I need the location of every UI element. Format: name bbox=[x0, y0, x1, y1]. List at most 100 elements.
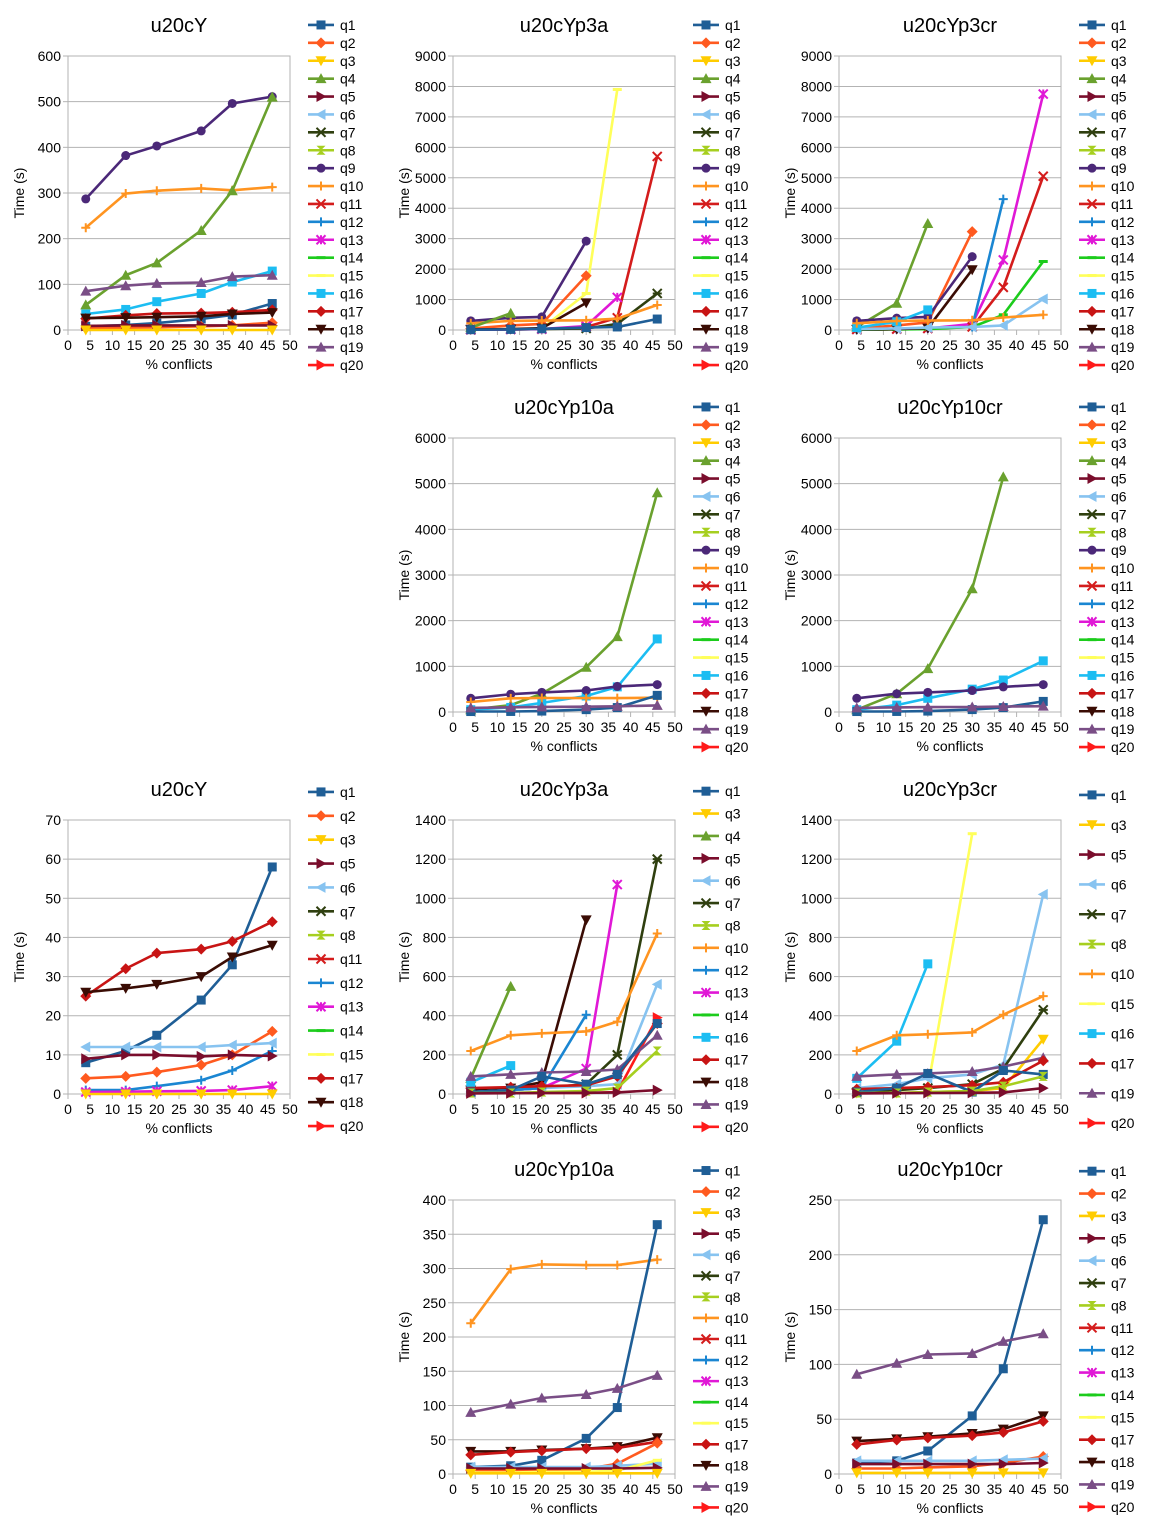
legend-label: q12 bbox=[725, 214, 749, 230]
legend-marker bbox=[701, 181, 711, 191]
data-point bbox=[121, 188, 131, 198]
y-tick-label: 4000 bbox=[415, 200, 446, 216]
legend-item-q8: q8 bbox=[1079, 142, 1127, 158]
legend-label: q1 bbox=[725, 783, 741, 799]
legend-item-q14: q14 bbox=[693, 1394, 749, 1410]
data-point bbox=[537, 1071, 547, 1081]
legend-item-q5: q5 bbox=[693, 89, 741, 105]
data-point bbox=[891, 701, 903, 712]
y-tick-label: 800 bbox=[809, 929, 833, 945]
legend-item-q8: q8 bbox=[1079, 1297, 1127, 1313]
legend-label: q8 bbox=[1111, 1297, 1127, 1313]
x-tick-label: 15 bbox=[898, 1481, 914, 1497]
data-point bbox=[266, 916, 278, 928]
y-tick-label: 0 bbox=[438, 1466, 446, 1482]
legend-label: q14 bbox=[340, 1023, 364, 1039]
data-point bbox=[266, 269, 278, 280]
data-point bbox=[998, 1010, 1008, 1020]
data-point bbox=[922, 322, 933, 334]
x-tick-label: 25 bbox=[942, 1481, 958, 1497]
y-axis-label: Time (s) bbox=[782, 550, 798, 601]
legend-marker bbox=[1086, 234, 1098, 245]
legend-marker bbox=[701, 943, 711, 953]
data-point bbox=[612, 1017, 622, 1027]
series-q16 bbox=[466, 1061, 516, 1087]
data-point bbox=[892, 689, 902, 699]
data-point bbox=[195, 224, 207, 235]
legend-marker bbox=[1086, 56, 1098, 67]
legend-label: q17 bbox=[725, 685, 749, 701]
legend-item-q4: q4 bbox=[1079, 453, 1127, 469]
legend-item-q2: q2 bbox=[693, 35, 741, 51]
x-axis-label: % conflicts bbox=[531, 1120, 598, 1136]
legend-marker bbox=[1086, 455, 1098, 466]
series-q4 bbox=[80, 91, 278, 310]
data-point bbox=[537, 316, 547, 326]
legend-item-q7: q7 bbox=[1079, 1275, 1127, 1291]
legend-marker bbox=[1087, 1117, 1098, 1129]
legend-label: q20 bbox=[1111, 1115, 1135, 1131]
legend-item-q5: q5 bbox=[693, 471, 741, 487]
legend-item-q8: q8 bbox=[693, 142, 741, 158]
legend-label: q13 bbox=[725, 232, 749, 248]
x-tick-label: 30 bbox=[578, 1481, 594, 1497]
series-q16 bbox=[852, 959, 933, 1083]
legend-label: q12 bbox=[725, 1352, 749, 1368]
legend-item-q13: q13 bbox=[308, 999, 364, 1015]
data-point bbox=[465, 1449, 477, 1461]
legend-label: q14 bbox=[340, 250, 364, 266]
legend-label: q6 bbox=[725, 488, 741, 504]
x-tick-label: 45 bbox=[645, 337, 661, 353]
legend-marker bbox=[700, 687, 712, 699]
data-point bbox=[922, 1468, 934, 1479]
legend-marker bbox=[1087, 20, 1097, 30]
data-point bbox=[611, 1382, 623, 1393]
y-tick-label: 1200 bbox=[801, 851, 832, 867]
data-point bbox=[923, 1458, 934, 1470]
series-line bbox=[470, 1064, 512, 1084]
series-line bbox=[85, 273, 273, 293]
legend-label: q4 bbox=[725, 453, 741, 469]
y-tick-label: 3000 bbox=[415, 231, 446, 247]
data-point bbox=[923, 305, 933, 315]
legend-marker bbox=[315, 881, 326, 893]
data-point bbox=[612, 314, 622, 324]
y-tick-label: 4000 bbox=[801, 200, 832, 216]
legend-item-q11: q11 bbox=[308, 196, 363, 212]
data-point bbox=[195, 1089, 207, 1100]
data-point bbox=[80, 313, 92, 324]
data-point bbox=[121, 151, 131, 161]
data-point bbox=[852, 1458, 863, 1470]
chart-title: u20cYp3cr bbox=[903, 779, 997, 801]
data-point bbox=[652, 1019, 662, 1029]
legend-marker bbox=[1086, 1457, 1098, 1468]
legend-label: q14 bbox=[725, 1394, 749, 1410]
y-tick-label: 100 bbox=[38, 276, 62, 292]
x-tick-label: 30 bbox=[193, 337, 209, 353]
legend-marker bbox=[701, 1400, 711, 1404]
legend-marker bbox=[701, 1292, 711, 1302]
data-point bbox=[537, 324, 547, 334]
x-tick-label: 20 bbox=[920, 337, 936, 353]
legend-item-q17: q17 bbox=[1079, 685, 1135, 701]
x-tick-label: 30 bbox=[964, 1481, 980, 1497]
data-point bbox=[998, 1458, 1009, 1470]
y-tick-label: 0 bbox=[438, 704, 446, 720]
data-point bbox=[1038, 260, 1048, 263]
legend-item-q9: q9 bbox=[1079, 160, 1127, 176]
series-line bbox=[856, 1461, 1044, 1466]
data-point bbox=[195, 943, 207, 955]
x-tick-label: 25 bbox=[556, 1481, 572, 1497]
y-tick-label: 2000 bbox=[801, 261, 832, 277]
legend-label: q12 bbox=[1111, 596, 1135, 612]
legend-marker bbox=[1087, 790, 1097, 800]
x-tick-label: 40 bbox=[623, 337, 639, 353]
x-tick-label: 50 bbox=[667, 719, 683, 735]
data-point bbox=[227, 277, 237, 287]
legend-item-q17: q17 bbox=[693, 685, 749, 701]
legend-marker bbox=[700, 455, 712, 466]
legend-item-q18: q18 bbox=[1079, 1454, 1135, 1470]
